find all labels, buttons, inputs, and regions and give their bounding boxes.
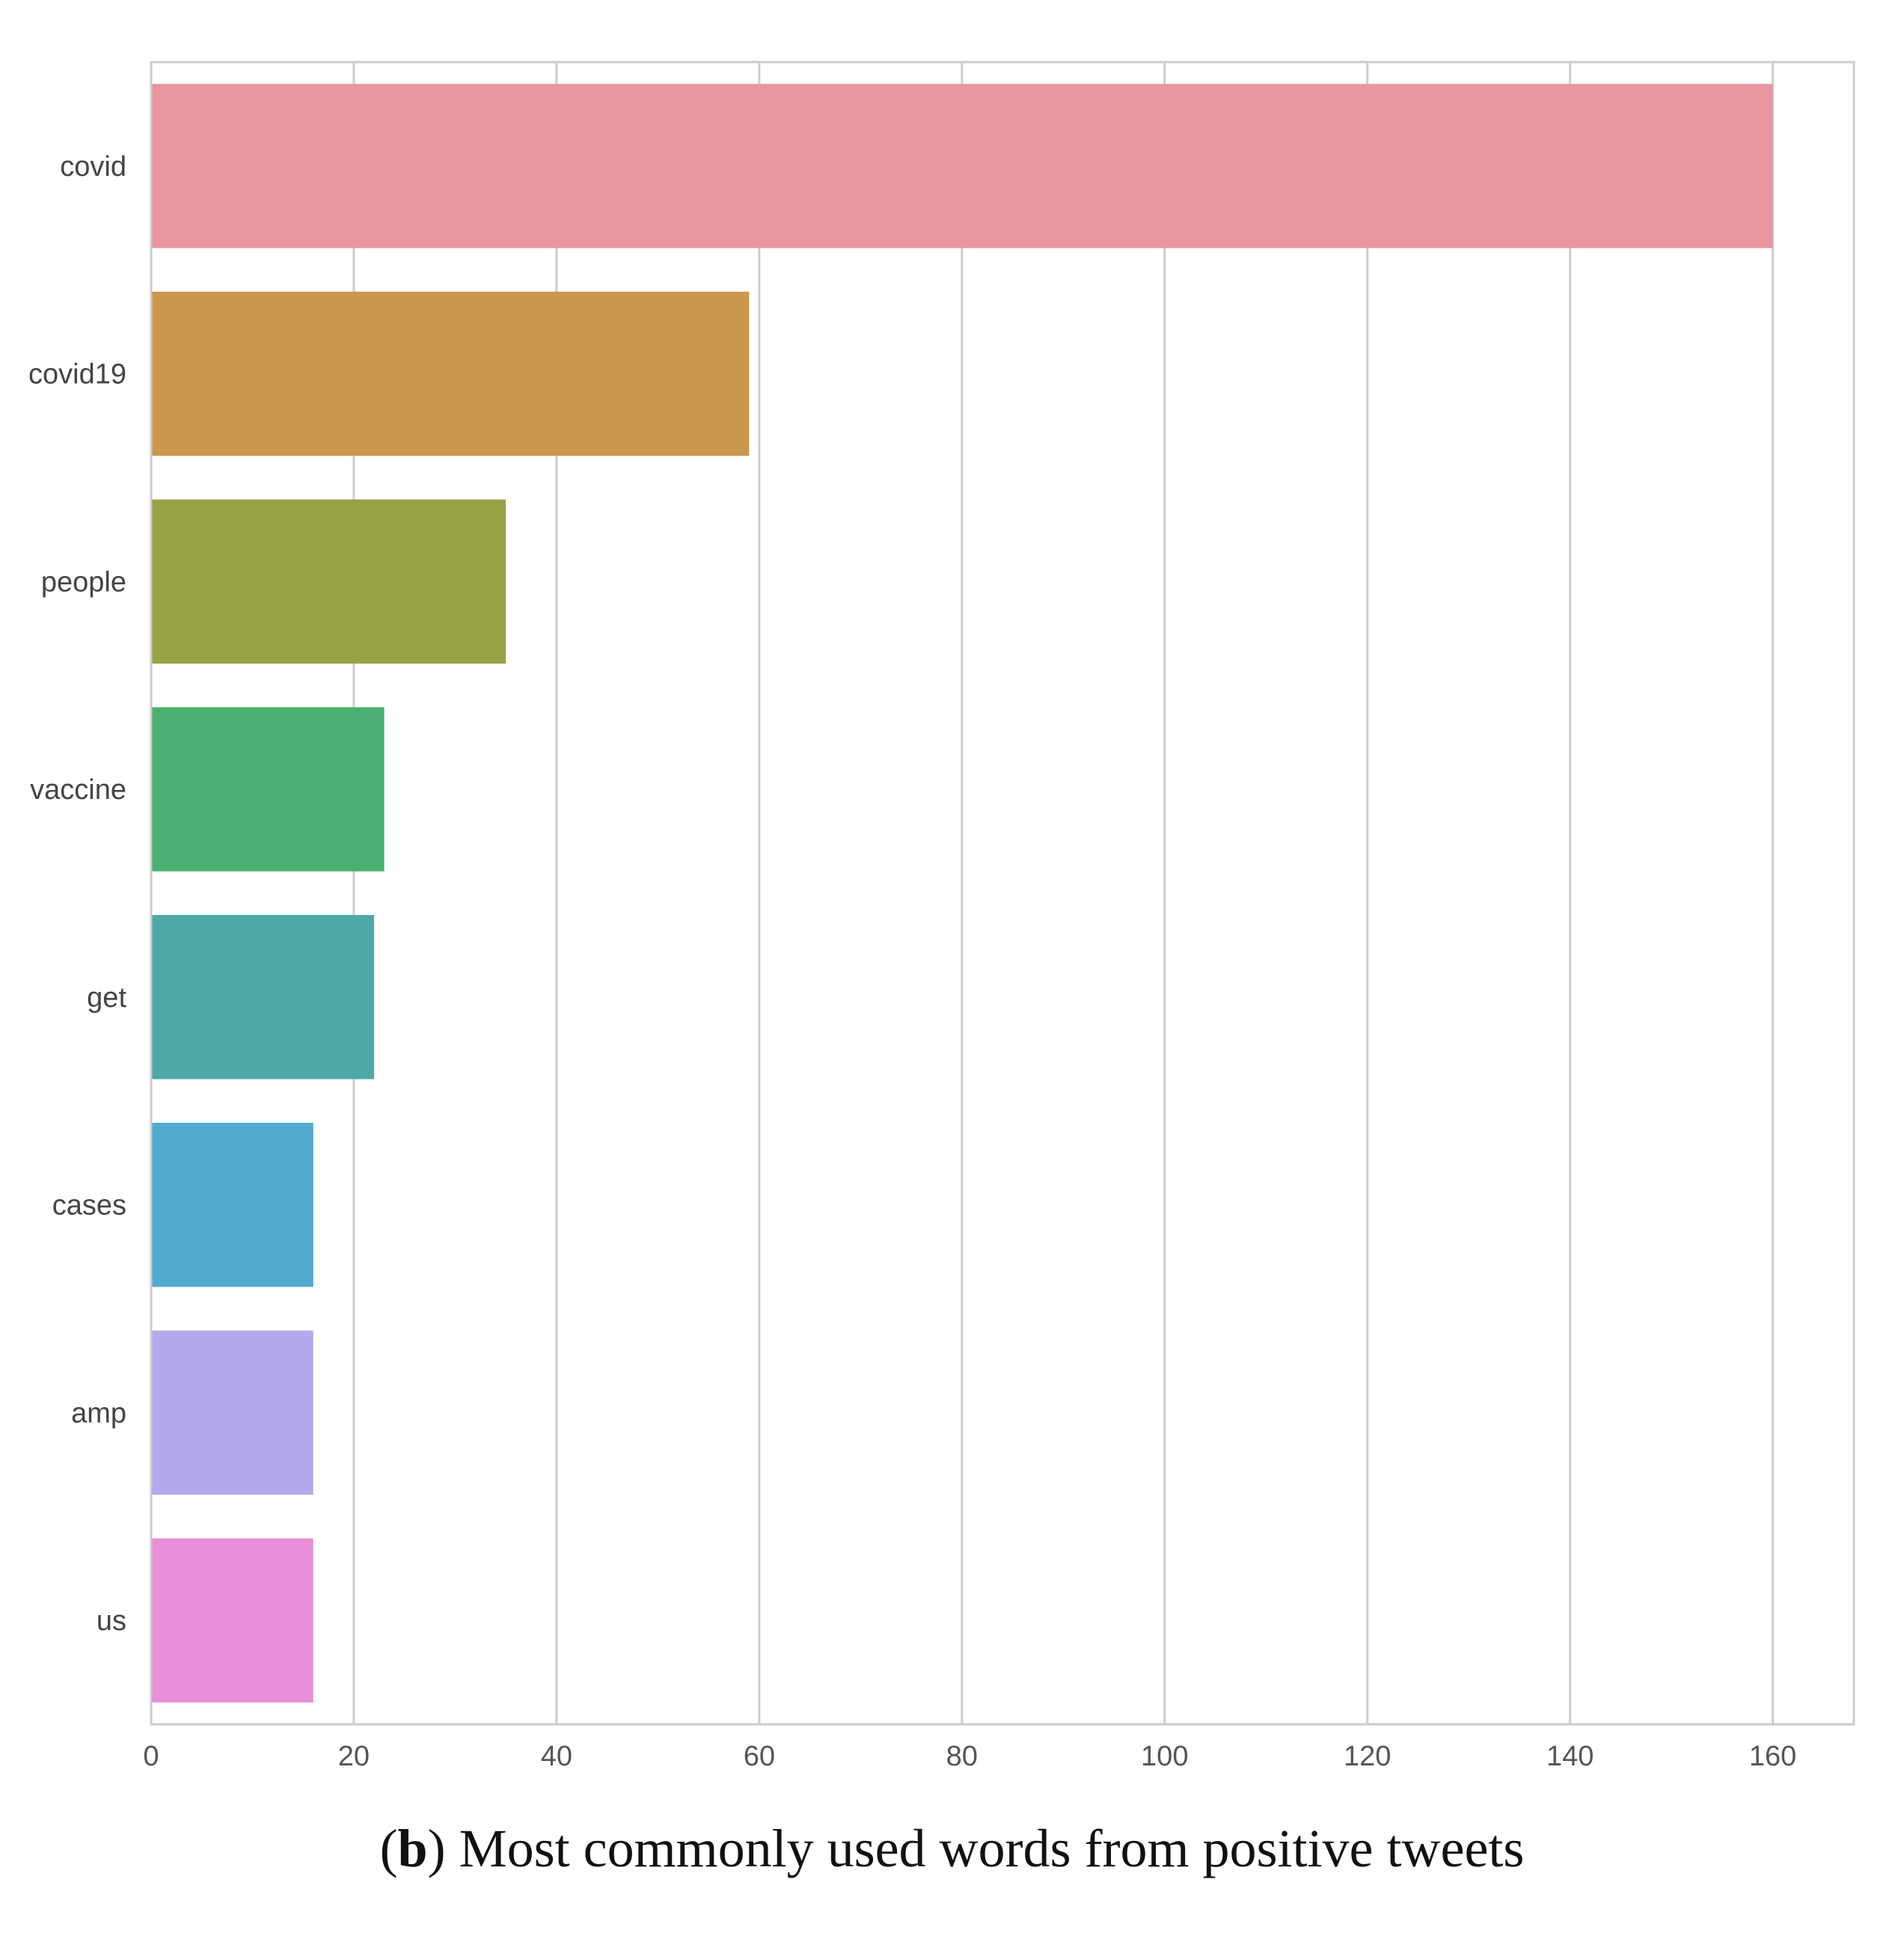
bar-us	[151, 1538, 313, 1703]
bar-cases	[151, 1122, 313, 1287]
caption-text: ) Most commonly used words from positive…	[427, 1819, 1525, 1878]
y-category-label: people	[41, 566, 126, 598]
plot-frame	[150, 61, 1855, 1726]
bar-covid19	[151, 291, 750, 456]
bar-people	[151, 499, 506, 664]
x-tick-label: 100	[1141, 1741, 1188, 1772]
x-tick-label: 40	[541, 1741, 572, 1772]
x-tick-label: 140	[1546, 1741, 1594, 1772]
x-tick-label: 20	[338, 1741, 370, 1772]
y-category-label: us	[97, 1605, 126, 1637]
caption-open-paren: (	[379, 1819, 398, 1878]
bar-chart: 0 20 40 60 80 100 120 140 160 covid covid19 people…	[28, 61, 1855, 1772]
x-tick-label: 160	[1749, 1741, 1796, 1772]
bar-amp	[151, 1330, 313, 1495]
y-category-label: vaccine	[30, 774, 126, 806]
x-tick-label: 0	[143, 1741, 159, 1772]
x-tick-label: 80	[946, 1741, 978, 1772]
y-category-label: get	[87, 982, 126, 1014]
y-axis-labels: covid covid19 people vaccine get cases amp us	[28, 151, 126, 1637]
caption-letter: b	[397, 1819, 428, 1878]
bars	[151, 84, 1773, 1703]
bar-vaccine	[151, 707, 385, 871]
y-category-label: cases	[52, 1190, 126, 1222]
y-category-label: covid19	[28, 359, 126, 390]
x-axis-ticks: 0 20 40 60 80 100 120 140 160	[143, 1741, 1796, 1772]
bar-get	[151, 915, 375, 1079]
bar-covid	[151, 84, 1773, 248]
x-tick-label: 120	[1344, 1741, 1391, 1772]
figure-caption: (b) Most commonly used words from positi…	[0, 1818, 1904, 1880]
y-category-label: covid	[60, 151, 126, 183]
x-tick-label: 60	[744, 1741, 775, 1772]
y-category-label: amp	[71, 1397, 126, 1429]
